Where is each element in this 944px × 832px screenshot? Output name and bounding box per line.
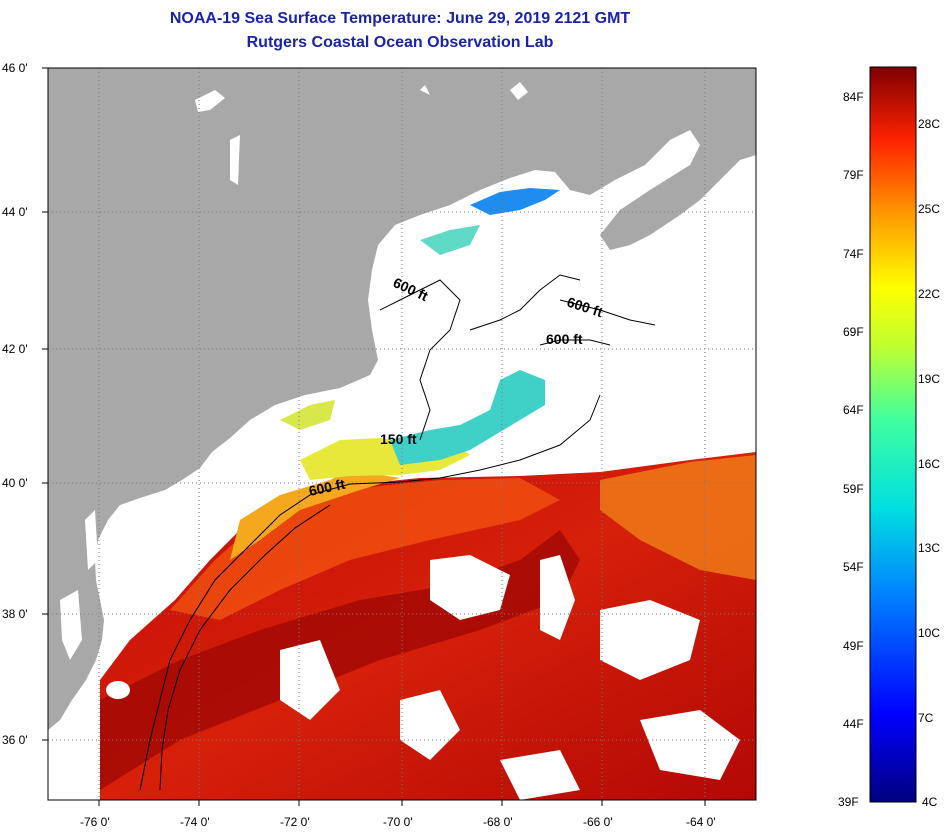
gulf-of-maine-cool (420, 225, 480, 255)
bay-of-fundy-blue (470, 188, 560, 215)
inland-water (60, 82, 528, 660)
cb-c-19: 19C (918, 372, 940, 386)
cb-f-74: 74F (843, 247, 864, 261)
southern-ne-yellow (280, 400, 335, 430)
cb-f-54: 54F (843, 560, 864, 574)
cb-f-69: 69F (843, 325, 864, 339)
contour-label-600ft-shelf: 600 ft (307, 476, 346, 499)
map-title: NOAA-19 Sea Surface Temperature: June 29… (169, 10, 631, 27)
slope-water-east (600, 455, 756, 580)
cb-f-79: 79F (843, 168, 864, 182)
cb-f-49: 49F (843, 639, 864, 653)
colorbar (869, 66, 917, 803)
lon-label-72: -72 0' (280, 815, 310, 829)
contour-label-150ft: 150 ft (380, 431, 417, 447)
cb-c-16: 16C (918, 457, 940, 471)
lat-label-44: 44 0' (2, 205, 28, 219)
cb-f-84: 84F (843, 90, 864, 104)
cold-pool-water (390, 370, 545, 465)
cb-c-25: 25C (918, 202, 940, 216)
colorbar-fahrenheit-labels: 84F 79F 74F 69F 64F 59F 54F 49F 44F 39F (838, 90, 864, 809)
cb-c-4: 4C (922, 795, 938, 809)
lat-label-42: 42 0' (2, 342, 28, 356)
contour-label-600ft-georges: 600 ft (546, 331, 583, 347)
axis-ticks (42, 67, 706, 806)
bathymetry-contours (139, 274, 656, 791)
lat-label-36: 36 0' (2, 733, 28, 747)
cb-c-13: 13C (918, 541, 940, 555)
cb-c-10: 10C (918, 626, 940, 640)
slope-water-band (170, 478, 560, 620)
lat-label-46: 46 0' (2, 61, 28, 75)
cb-f-39: 39F (838, 795, 859, 809)
colorbar-celsius-labels: 28C 25C 22C 19C 16C 13C 10C 7C 4C (918, 117, 940, 809)
cb-f-64: 64F (843, 403, 864, 417)
map-area: 600 ft 600 ft 600 ft 150 ft 600 ft (48, 68, 756, 800)
lon-label-76: -76 0' (80, 815, 110, 829)
cb-c-22: 22C (918, 287, 940, 301)
cloud-patches (106, 555, 740, 800)
lon-label-64: -64 0' (686, 815, 716, 829)
lon-label-70: -70 0' (383, 815, 413, 829)
lon-label-66: -66 0' (583, 815, 613, 829)
cb-f-44: 44F (843, 717, 864, 731)
lat-label-40: 40 0' (2, 476, 28, 490)
cb-f-59: 59F (843, 482, 864, 496)
lon-label-74: -74 0' (180, 815, 210, 829)
cb-c-28: 28C (918, 117, 940, 131)
cb-c-7: 7C (918, 711, 934, 725)
shelf-warm-water (230, 470, 400, 560)
lon-label-68: -68 0' (483, 815, 513, 829)
land-mass (48, 68, 756, 730)
lat-label-38: 38 0' (2, 607, 28, 621)
map-subtitle: Rutgers Coastal Ocean Observation Lab (246, 34, 554, 51)
